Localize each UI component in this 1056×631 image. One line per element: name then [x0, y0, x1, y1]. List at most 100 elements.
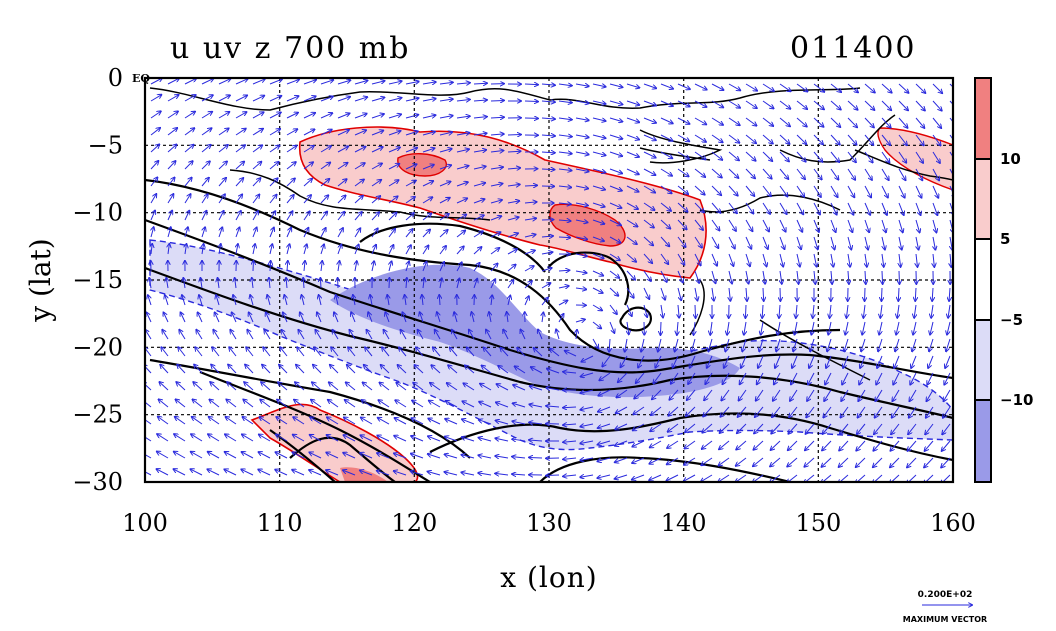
wind-vector	[478, 473, 492, 475]
wind-vector	[941, 457, 951, 467]
wind-vector	[881, 83, 892, 93]
wind-vector	[371, 163, 382, 170]
wind-vector	[235, 194, 242, 204]
wind-vector	[242, 452, 254, 459]
wind-vector	[687, 389, 696, 400]
wind-vector	[490, 248, 499, 255]
wind-vector	[337, 146, 348, 153]
wind-vector	[329, 382, 339, 391]
wind-vector	[498, 366, 509, 374]
wind-vector	[310, 435, 322, 442]
wind-vector	[728, 253, 733, 266]
wind-vector	[193, 382, 203, 391]
wind-vector	[321, 261, 322, 272]
x-tick-label: 110	[257, 509, 303, 537]
wind-vector	[249, 312, 254, 323]
wind-vector	[597, 474, 611, 478]
wind-vector	[898, 185, 905, 198]
wind-vector	[872, 474, 883, 482]
wind-vector	[762, 219, 769, 231]
wind-vector	[649, 457, 662, 464]
wind-vector	[281, 330, 288, 340]
wind-vector	[762, 117, 773, 126]
wind-vector	[896, 321, 900, 335]
wind-vector	[723, 372, 730, 384]
wind-vector	[151, 244, 152, 255]
wind-vector	[660, 253, 668, 264]
wind-vector	[558, 220, 571, 221]
wind-vector	[439, 198, 450, 204]
wind-vector	[344, 417, 356, 425]
wind-vector	[296, 365, 305, 374]
wind-vector	[157, 452, 169, 459]
wind-vector	[225, 434, 237, 442]
wind-vector	[842, 372, 849, 384]
wind-vector	[677, 270, 683, 282]
wind-vector	[456, 215, 466, 221]
wind-vector	[439, 230, 448, 238]
wind-vector	[915, 100, 925, 110]
wind-vector	[728, 134, 739, 143]
wind-vector	[711, 168, 722, 177]
wind-vector	[779, 168, 788, 179]
wind-vector	[314, 347, 322, 357]
wind-vector	[739, 389, 747, 401]
wind-vector	[529, 440, 543, 441]
wind-vector	[563, 407, 577, 408]
wind-vector	[252, 112, 264, 119]
wind-vector	[893, 372, 900, 385]
wind-vector	[280, 347, 288, 357]
y-axis-label: y (lat)	[24, 238, 57, 322]
wind-vector	[194, 365, 203, 374]
wind-vector	[825, 372, 832, 384]
wind-vector	[932, 83, 942, 93]
wind-vector	[758, 355, 764, 368]
wind-vector	[416, 347, 424, 357]
wind-vector	[279, 365, 288, 374]
wind-vector	[235, 211, 241, 221]
wind-vector	[787, 457, 798, 467]
wind-vector	[609, 185, 622, 191]
wind-vector	[184, 194, 191, 204]
wind-vector	[660, 117, 673, 123]
wind-vector	[363, 382, 373, 391]
wind-vector	[908, 423, 917, 434]
wind-vector	[456, 246, 464, 255]
wind-vector	[422, 246, 428, 255]
wind-vector	[652, 389, 662, 399]
wind-vector	[796, 100, 807, 109]
wind-vector	[724, 355, 730, 368]
wind-vector	[295, 382, 305, 391]
wind-vector	[890, 474, 900, 482]
wind-vector	[763, 287, 764, 301]
wind-vector	[337, 196, 346, 204]
wind-vector	[371, 114, 384, 119]
wind-vector	[184, 112, 195, 119]
wind-vector	[428, 454, 441, 459]
wind-vector	[490, 279, 495, 289]
wind-vector	[711, 236, 718, 248]
wind-vector	[881, 219, 886, 232]
wind-vector	[388, 180, 398, 187]
wind-vector	[321, 244, 324, 255]
wind-vector	[496, 420, 509, 425]
wind-vector	[685, 423, 696, 432]
wind-vector	[949, 100, 953, 106]
wind-vector	[198, 312, 203, 323]
wind-vector	[844, 338, 849, 351]
wind-vector	[745, 304, 746, 318]
wind-vector	[378, 418, 390, 425]
wind-vector	[337, 212, 344, 221]
wind-vector	[744, 321, 746, 335]
wind-vector	[241, 469, 254, 476]
wind-vector	[932, 134, 941, 145]
wind-vector	[841, 389, 849, 401]
wind-vector	[398, 365, 407, 374]
wind-vector	[745, 185, 754, 196]
wind-vector	[343, 470, 356, 476]
wind-vector	[496, 402, 509, 408]
wind-vector	[541, 252, 552, 254]
wind-vector	[779, 304, 780, 318]
wind-vector	[343, 453, 356, 459]
wind-vector	[211, 365, 220, 374]
